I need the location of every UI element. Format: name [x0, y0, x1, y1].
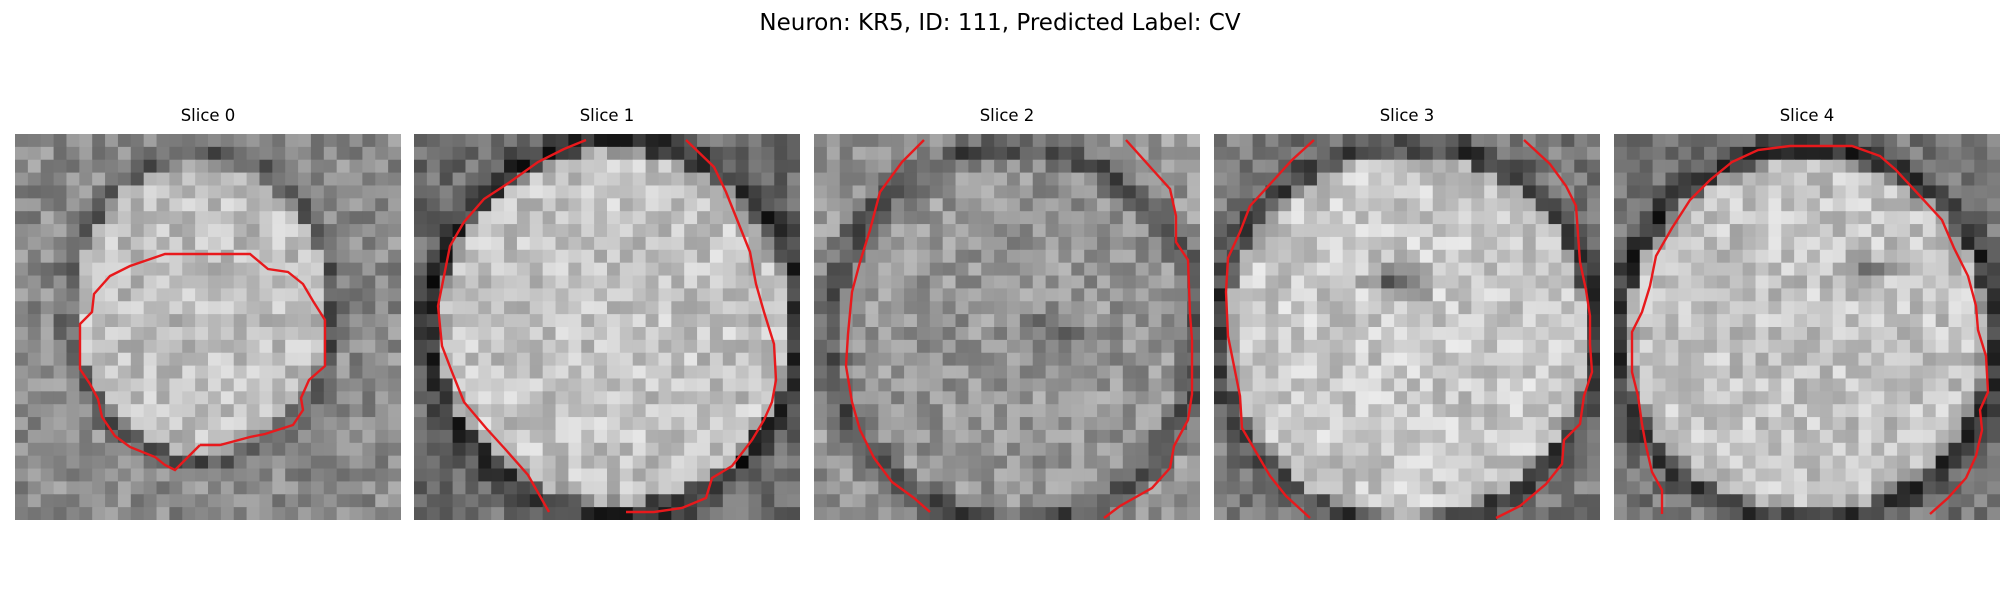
contour-outline: [1224, 139, 1315, 519]
contour-outline: [436, 138, 587, 513]
slice-image-canvas: [414, 134, 800, 520]
slice-title: Slice 0: [180, 106, 236, 125]
slice-title: Slice 3: [1379, 106, 1435, 125]
contour-outline: [1495, 139, 1594, 520]
slice-image: [15, 134, 401, 520]
slice-image: [1614, 134, 2000, 520]
figure-title: Neuron: KR5, ID: 111, Predicted Label: C…: [759, 10, 1241, 36]
slice-image-canvas: [15, 134, 401, 520]
slice-title: Slice 2: [979, 106, 1035, 125]
slice-image-canvas: [1614, 134, 2000, 520]
contour-outline: [78, 252, 327, 472]
contour-outline: [844, 139, 931, 513]
slice-image: [414, 134, 800, 520]
contour-outline: [626, 139, 778, 514]
slice-title: Slice 1: [579, 106, 635, 125]
slice-title: Slice 4: [1779, 106, 1835, 125]
contour-outline: [1103, 139, 1194, 519]
slice-image: [1214, 134, 1600, 520]
contour-outline: [1630, 144, 1990, 515]
slice-image: [814, 134, 1200, 520]
slice-image-canvas: [1214, 134, 1600, 520]
slice-image-canvas: [814, 134, 1200, 520]
